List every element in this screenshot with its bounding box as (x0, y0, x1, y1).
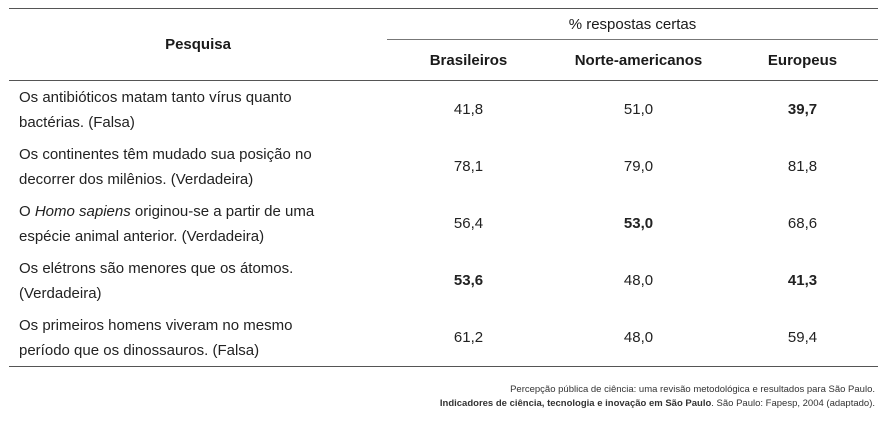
value-europeus: 81,8 (787, 158, 818, 175)
question-text-line: bactérias. (Falsa) (19, 113, 135, 131)
survey-table: Pesquisa % respostas certas Brasileiros … (9, 8, 879, 367)
column-header-norte-americanos: Norte-americanos (550, 39, 727, 81)
value-europeus: 39,7 (787, 101, 818, 118)
value-europeus: 68,6 (787, 215, 818, 232)
question-text-line: espécie animal anterior. (Verdadeira) (19, 227, 265, 245)
question-cell: O Homo sapiens originou-se a partir de u… (9, 195, 387, 252)
question-text-line: decorrer dos milênios. (Verdadeira) (19, 170, 254, 188)
table-row: Os elétrons são menores que os átomos. (… (9, 252, 878, 309)
source-publisher: . São Paulo: Fapesp, 2004 (adaptado). (711, 398, 875, 409)
value-norte-americanos: 51,0 (623, 101, 654, 118)
source-citation: Percepção pública de ciência: uma revisã… (440, 383, 875, 411)
value-brasileiros: 53,6 (453, 272, 484, 289)
value-norte-americanos: 48,0 (623, 272, 654, 289)
source-line-2: Indicadores de ciência, tecnologia e ino… (440, 397, 875, 411)
question-cell: Os continentes têm mudado sua posição no… (9, 138, 387, 195)
question-text-line: (Verdadeira) (19, 284, 102, 302)
question-italic-term: Homo sapiens (34, 202, 131, 220)
value-brasileiros: 78,1 (453, 158, 484, 175)
question-suffix: originou-se a partir de uma (130, 202, 315, 220)
question-text-line: Os continentes têm mudado sua posição no (19, 145, 312, 163)
question-text-line: Os elétrons são menores que os átomos. (19, 259, 294, 277)
table-row: O Homo sapiens originou-se a partir de u… (9, 195, 878, 252)
value-norte-americanos: 53,0 (623, 215, 654, 232)
value-brasileiros: 56,4 (453, 215, 484, 232)
value-europeus: 41,3 (787, 272, 818, 289)
source-title: Indicadores de ciência, tecnologia e ino… (439, 398, 712, 409)
column-header-europeus: Europeus (727, 39, 879, 81)
source-line-1: Percepção pública de ciência: uma revisã… (510, 384, 875, 395)
value-norte-americanos: 48,0 (550, 309, 727, 367)
survey-table-container: Pesquisa % respostas certas Brasileiros … (9, 8, 879, 367)
value-brasileiros: 61,2 (387, 309, 550, 367)
table-row: Os continentes têm mudado sua posição no… (9, 138, 878, 195)
question-text-line: Os primeiros homens viveram no mesmo (19, 316, 293, 334)
value-brasileiros: 41,8 (453, 101, 484, 118)
pesquisa-header: Pesquisa (9, 8, 387, 81)
question-text-line: Os antibióticos matam tanto vírus quanto (19, 88, 292, 106)
value-europeus: 59,4 (727, 309, 879, 367)
question-cell: Os antibióticos matam tanto vírus quanto… (9, 81, 387, 139)
question-text-line: período que os dinossauros. (Falsa) (19, 341, 260, 359)
question-cell: Os elétrons são menores que os átomos. (… (9, 252, 387, 309)
question-prefix: O (19, 202, 35, 220)
table-row: Os antibióticos matam tanto vírus quanto… (9, 81, 878, 139)
table-row: Os primeiros homens viveram no mesmo per… (9, 309, 879, 367)
question-cell: Os primeiros homens viveram no mesmo per… (9, 309, 387, 367)
value-norte-americanos: 79,0 (623, 158, 654, 175)
column-header-brasileiros: Brasileiros (387, 39, 550, 81)
respostas-certas-header: % respostas certas (387, 8, 879, 40)
